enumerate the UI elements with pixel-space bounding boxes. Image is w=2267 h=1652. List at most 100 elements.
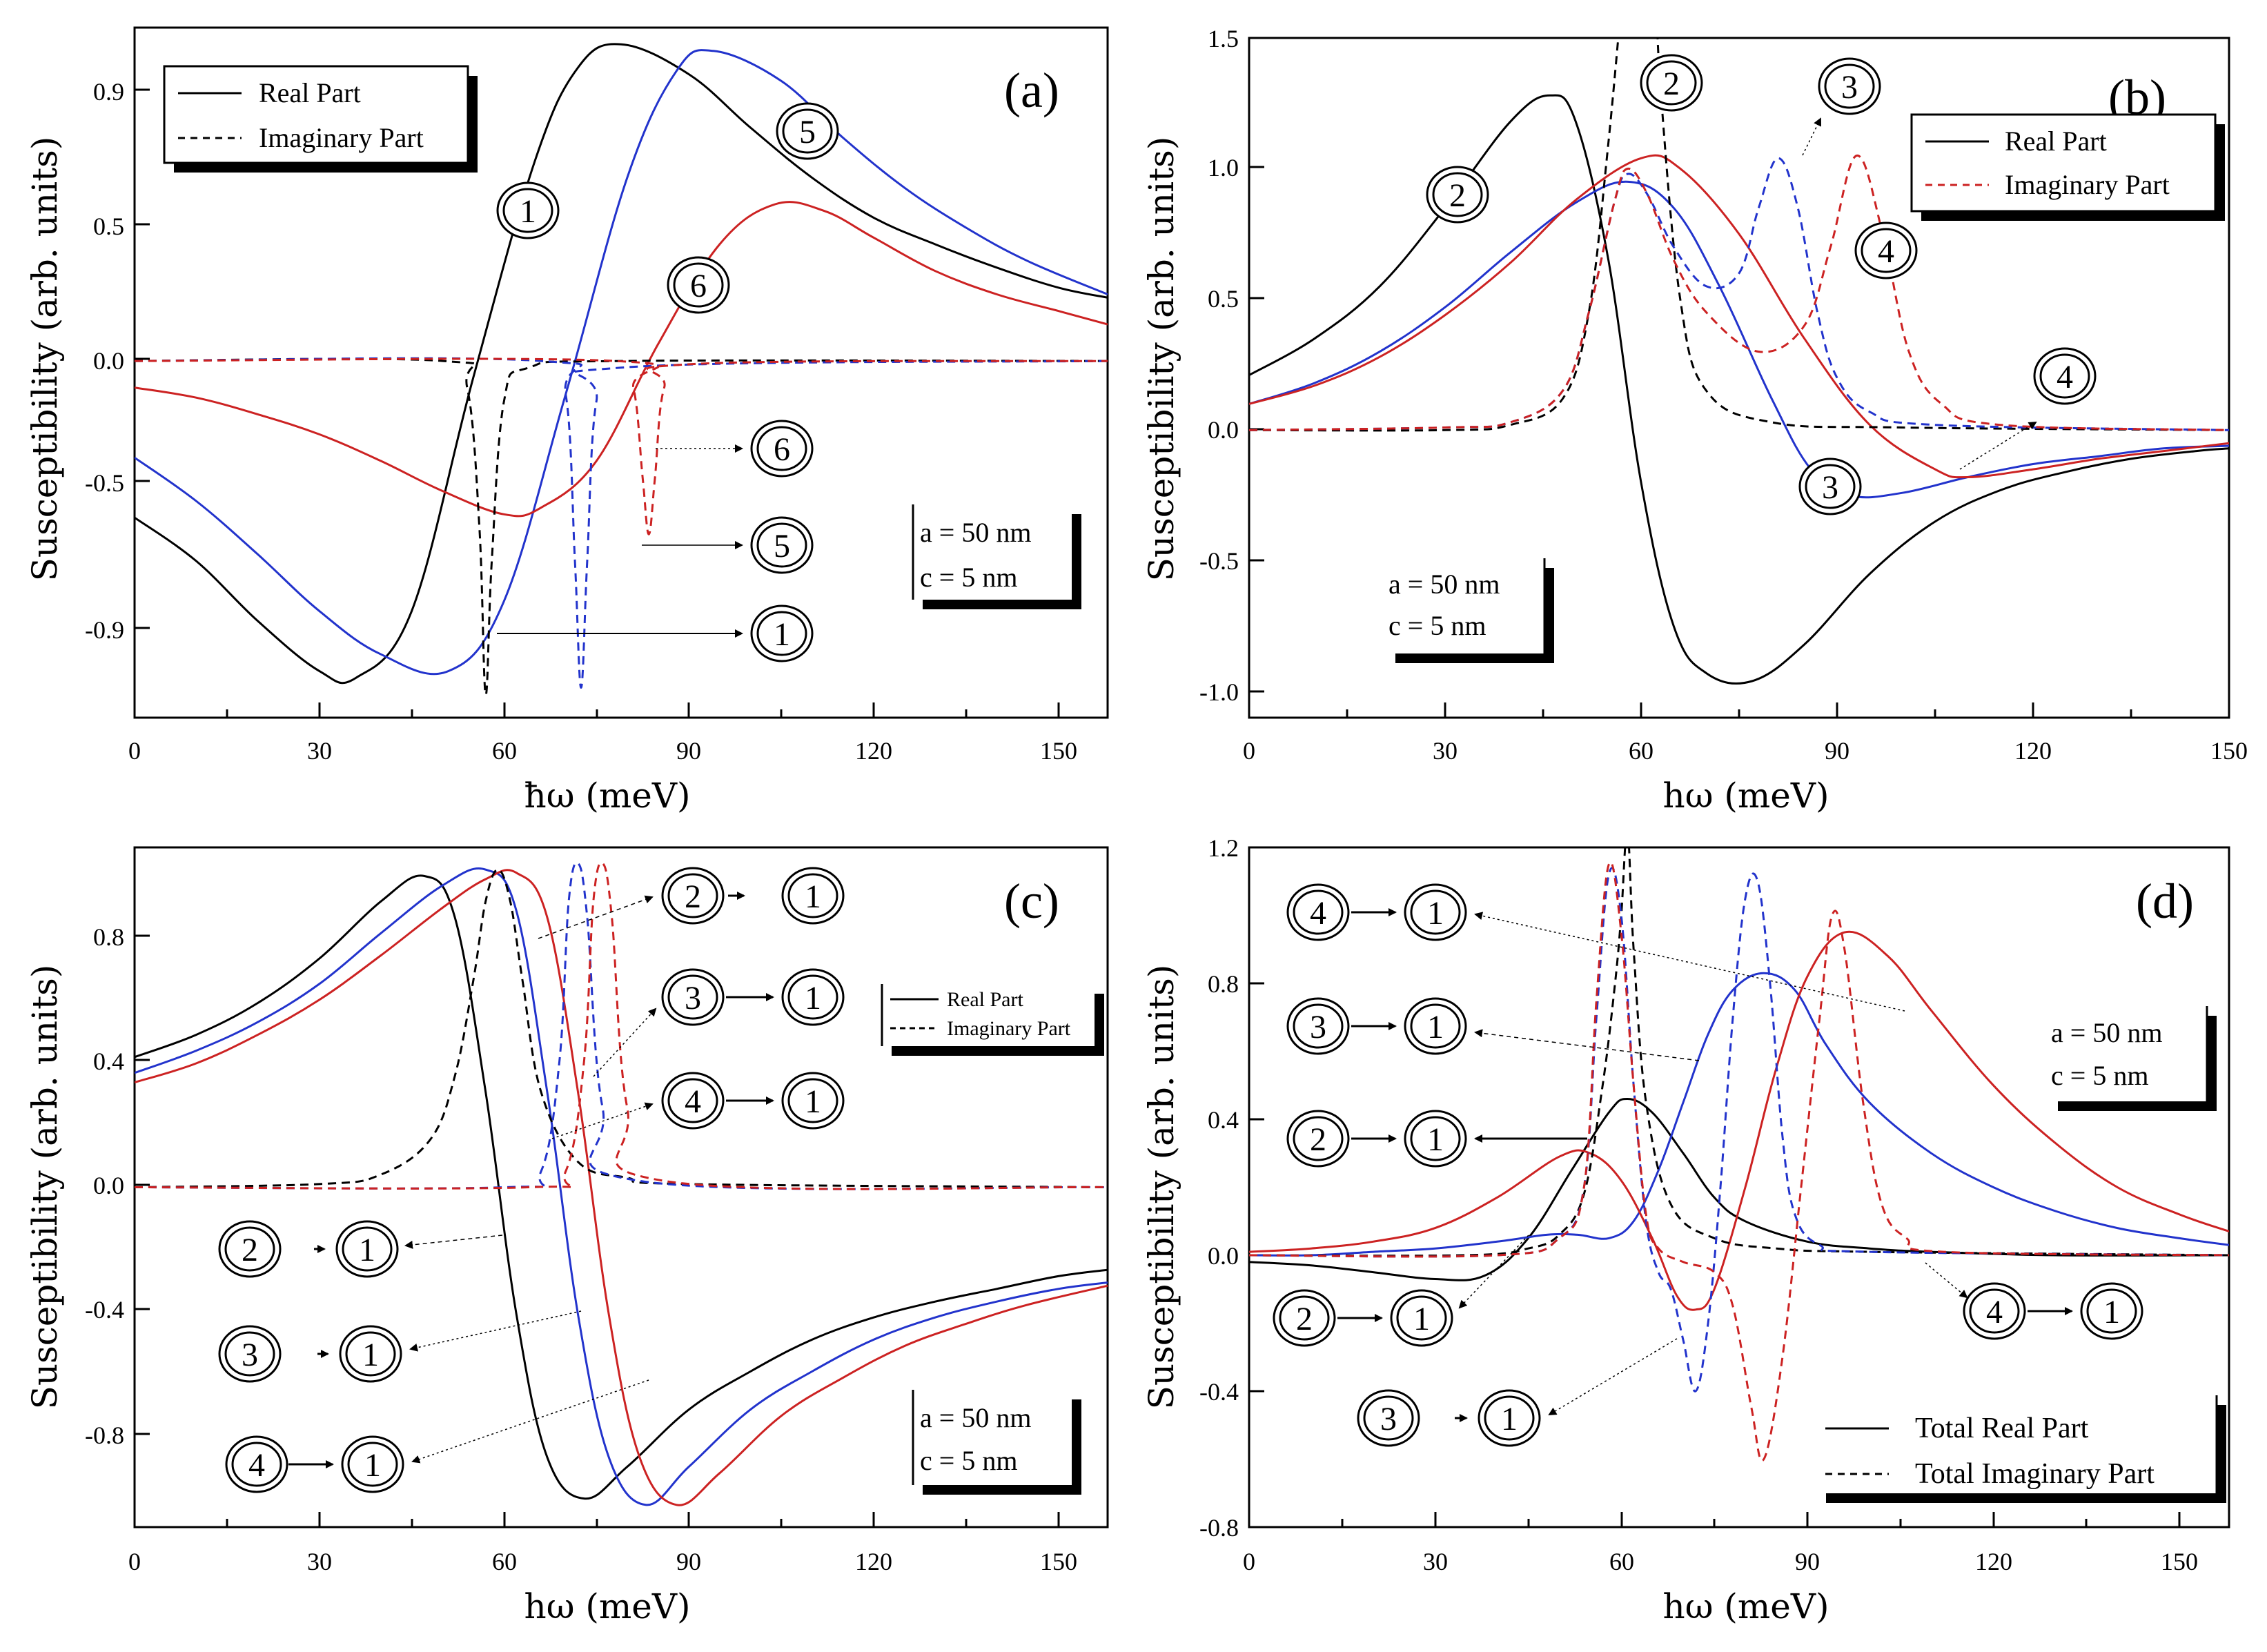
panel-c-marker-2-1-imag: 2 1: [661, 867, 845, 925]
panel-a-xticks: 0 30 60 90 120 150: [128, 737, 1077, 765]
panel-d-info-box: a = 50 nm c = 5 nm: [2048, 1006, 2217, 1111]
series-line-1-6: [135, 357, 1108, 535]
panel-c-legend-real: Real Part: [947, 988, 1023, 1011]
svg-text:1: 1: [805, 1083, 821, 1120]
panel-d-marker-4-1-real: 4 1: [1963, 1282, 2143, 1340]
panel-a-info-a: a = 50 nm: [920, 517, 1031, 548]
panel-d-marker-2-1-real: 2 1: [1286, 1110, 1467, 1168]
panel-d-legend-real: Total Real Part: [1915, 1413, 2089, 1444]
panel-b-legend: Real Part Imaginary Part: [1910, 113, 2225, 221]
panel-a-xtick-label: 120: [855, 737, 892, 765]
panel-c-ytick-label: 0.0: [93, 1172, 124, 1199]
panel-d-xlabel: hω (meV): [1663, 1586, 1829, 1626]
series-line-4-4: [1249, 847, 2229, 1257]
panel-c-yticks: -0.8 -0.4 0.0 0.4 0.8: [85, 923, 124, 1449]
svg-text:2: 2: [242, 1232, 258, 1268]
panel-d-marker-4-1-imag: 4 1: [1286, 883, 1467, 941]
panel-d-marker-2-1-imag: 2 1: [1273, 1289, 1453, 1347]
svg-text:2: 2: [685, 878, 701, 915]
svg-text:3: 3: [685, 980, 701, 1016]
panel-a-ylabel: Susceptibility (arb. units): [25, 137, 65, 582]
panel-a-ytick-label: 0.5: [93, 213, 124, 240]
panel-a-frame: [133, 26, 1109, 719]
svg-text:2: 2: [1663, 66, 1680, 102]
panel-b-plot: 0 30 60 90 120 150 -1.0 -0.5 0.0 0.5 1.0…: [1199, 25, 2248, 765]
panel-a-xtick-label: 30: [307, 737, 332, 765]
panel-a-xtick-label: 0: [128, 737, 141, 765]
panel-a-marker-5-imag: 5: [750, 516, 814, 574]
panel-c: Susceptibility (arb. units) hω (meV) 0 3…: [25, 846, 1109, 1626]
svg-text:3: 3: [1841, 69, 1858, 106]
panel-a-xlabel: ħω (meV): [524, 776, 691, 816]
panel-c-xtick-label: 90: [676, 1548, 701, 1575]
panel-c-xtick-label: 150: [1040, 1548, 1077, 1575]
panel-b-xticks: 0 30 60 90 120 150: [1243, 737, 2248, 765]
panel-c-xtick-label: 0: [128, 1548, 141, 1575]
panel-d-yticks: -0.8 -0.4 0.0 0.4 0.8 1.2: [1199, 834, 1239, 1542]
series-line-1-4: [135, 357, 1108, 696]
panel-a-info-c: c = 5 nm: [920, 562, 1017, 593]
panel-a-ytick-label: 0.9: [93, 78, 124, 106]
panel-b-xtick-label: 120: [2014, 737, 2052, 765]
panel-d-marker-3-1-imag: 3 1: [1286, 997, 1467, 1055]
panel-c-xtick-label: 120: [855, 1548, 892, 1575]
panel-c-legend: Real Part Imaginary Part: [881, 984, 1104, 1056]
panel-b-xtick-label: 60: [1629, 737, 1653, 765]
panel-c-ytick-label: -0.4: [85, 1296, 124, 1324]
panel-b-xtick-label: 30: [1433, 737, 1458, 765]
panel-b-marker-4-imag: 4: [1854, 222, 1918, 279]
series-line-2-5: [1249, 157, 2229, 431]
panel-a-marker-6-imag: 6: [750, 420, 814, 478]
svg-text:1: 1: [364, 1447, 381, 1484]
panel-b-xtick-label: 90: [1825, 737, 1849, 765]
panel-c-xtick-label: 30: [307, 1548, 332, 1575]
panel-a-marker-1-imag: 1: [750, 604, 814, 662]
panel-b-ylabel: Susceptibility (arb. units): [1141, 137, 1181, 582]
series-line-1-2: [135, 49, 1108, 676]
panel-d-ytick-label: -0.4: [1199, 1378, 1239, 1406]
panel-c-info-box: a = 50 nm c = 5 nm: [912, 1390, 1081, 1495]
svg-text:2: 2: [1449, 177, 1466, 214]
panel-b-legend-imag: Imaginary Part: [2005, 169, 2170, 200]
svg-text:1: 1: [2103, 1294, 2120, 1330]
panel-a-marker-5: 5: [776, 102, 839, 160]
series-line-3-6: [135, 861, 1108, 1190]
panel-d-xtick-label: 120: [1975, 1548, 2012, 1575]
panel-b-info-c: c = 5 nm: [1388, 610, 1486, 641]
panel-d: Susceptibility (arb. units) hω (meV) 0 3…: [1141, 834, 2230, 1626]
panel-a-label: (a): [1004, 63, 1059, 118]
panel-c-info-c: c = 5 nm: [920, 1445, 1017, 1476]
series-line-2-3: [1249, 154, 2229, 479]
series-line-4-2: [1249, 972, 2229, 1257]
panel-a: Susceptibility (arb. units) ħω (meV) 0 3…: [25, 26, 1109, 816]
panel-a-legend-real: Real Part: [259, 77, 361, 108]
svg-text:1: 1: [805, 980, 821, 1016]
panel-a-xtick-label: 60: [492, 737, 517, 765]
panel-b: Susceptibility (arb. units) hω (meV) 0 3…: [1141, 25, 2248, 816]
panel-c-marker-4-1-real: 4 1: [225, 1435, 404, 1493]
panel-b-info-a: a = 50 nm: [1388, 569, 1500, 600]
panel-d-frame: [1248, 846, 2230, 1528]
series-line-3-3: [135, 869, 1108, 1506]
svg-text:1: 1: [1427, 1121, 1444, 1158]
svg-text:3: 3: [1380, 1401, 1397, 1437]
panel-b-marker-4-real: 4: [2033, 347, 2097, 405]
panel-b-ytick-label: -1.0: [1199, 678, 1239, 706]
svg-text:1: 1: [805, 878, 821, 915]
panel-b-info-box: a = 50 nm c = 5 nm: [1386, 558, 1554, 663]
panel-d-ylabel: Susceptibility (arb. units): [1141, 965, 1181, 1410]
panel-d-series: [1249, 847, 2229, 1462]
series-line-2-6: [1249, 155, 2229, 431]
panel-d-markers: 4 1 3 1: [1273, 883, 2143, 1447]
panel-d-xtick-label: 150: [2161, 1548, 2198, 1575]
series-line-2-2: [1249, 180, 2229, 499]
svg-text:1: 1: [1427, 895, 1444, 932]
panel-a-ytick-label: 0.0: [93, 347, 124, 375]
series-line-1-1: [135, 43, 1108, 685]
panel-d-legend: Total Real Part Total Imaginary Part: [1816, 1395, 2226, 1503]
series-line-3-2: [135, 867, 1108, 1506]
series-line-3-4: [135, 868, 1108, 1188]
panel-b-ytick-label: 1.0: [1208, 154, 1239, 181]
panel-b-marker-3-real: 3: [1798, 458, 1862, 515]
